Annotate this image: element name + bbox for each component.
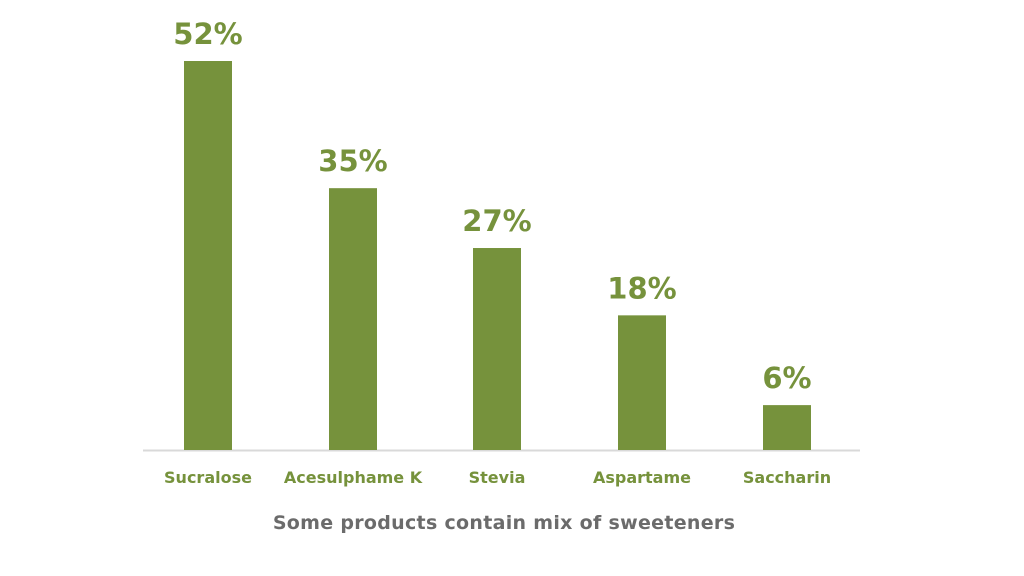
bar-aspartame (618, 315, 666, 450)
bar-chart: 52% 35% 27% 18% 6% Sucralose Acesulphame K Ste… (143, 17, 860, 487)
value-label-saccharin: 6% (762, 361, 811, 395)
category-label-saccharin: Saccharin (743, 468, 831, 487)
category-label-aspartame: Aspartame (593, 468, 691, 487)
value-label-stevia: 27% (462, 204, 531, 238)
bars-group (184, 61, 811, 450)
bar-sucralose (184, 61, 232, 450)
value-label-aspartame: 18% (607, 271, 676, 305)
category-label-acesulphame-k: Acesulphame K (284, 468, 423, 487)
chart-footnote: Some products contain mix of sweeteners (272, 512, 736, 534)
category-label-sucralose: Sucralose (164, 468, 252, 487)
bar-saccharin (763, 405, 811, 450)
bar-acesulphame-k (329, 188, 377, 450)
category-label-stevia: Stevia (469, 468, 526, 487)
value-label-sucralose: 52% (173, 17, 242, 51)
value-labels-group: 52% 35% 27% 18% 6% (173, 17, 811, 395)
bar-stevia (473, 248, 521, 450)
value-label-acesulphame-k: 35% (318, 144, 387, 178)
category-labels-group: Sucralose Acesulphame K Stevia Aspartame Sac… (164, 468, 831, 487)
